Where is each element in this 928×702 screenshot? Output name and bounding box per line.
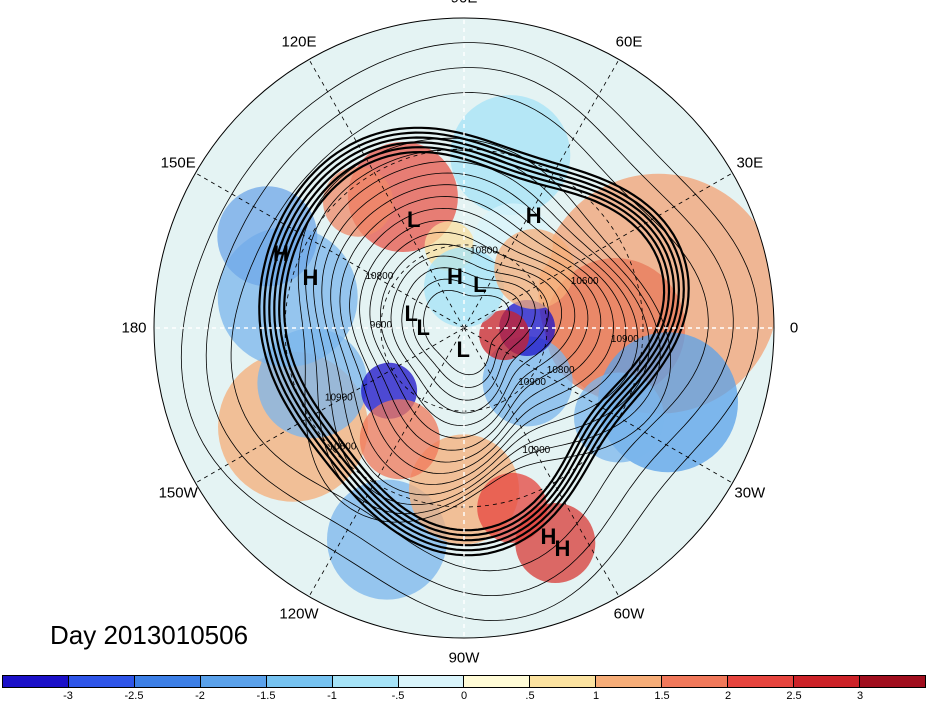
meridian-line: [195, 327, 465, 484]
colorbar-tick-label: 0: [460, 690, 468, 702]
high-pressure-marker: H: [554, 536, 571, 562]
longitude-label: 120E: [281, 33, 317, 51]
colorbar-swatch: [728, 676, 795, 687]
colorbar-swatch: [662, 676, 729, 687]
colorbar-swatch: [134, 676, 201, 687]
meridian-line: [308, 59, 465, 329]
colorbar-tick-label: -2.5: [124, 690, 144, 702]
height-contour: [401, 267, 536, 401]
contour-value-label: 10900: [611, 334, 639, 345]
longitude-label: 120W: [279, 605, 319, 623]
longitude-label: 60E: [615, 33, 643, 51]
contour-value-label: 9600: [370, 320, 393, 331]
meridian-line: [195, 172, 465, 329]
high-pressure-marker: H: [272, 241, 289, 266]
high-pressure-marker: H: [540, 523, 557, 549]
map-boundary: [153, 17, 775, 639]
colorbar-swatch: [3, 676, 69, 687]
low-pressure-marker: L: [416, 315, 430, 340]
colorbar-tick-label: .5: [525, 690, 535, 702]
longitude-label: 180: [121, 319, 147, 337]
colorbar-swatch: [68, 676, 135, 687]
figure-title: Day 2013010506: [50, 620, 249, 650]
colorbar-tick-label: 2.5: [786, 690, 802, 702]
anomaly-shade: [323, 166, 393, 237]
meridian-line: [463, 327, 620, 597]
contour-value-label: 10900: [518, 377, 546, 388]
anomaly-shade: [479, 310, 530, 361]
longitude-label: 150E: [160, 154, 196, 172]
longitude-label: 150W: [158, 484, 198, 502]
high-pressure-marker: H: [447, 263, 463, 289]
colorbar-tick-label: -.5: [391, 690, 405, 702]
colorbar-tick-label: -1: [327, 690, 337, 702]
contour-value-label: 10800: [365, 271, 393, 282]
longitude-label: 90W: [448, 649, 480, 667]
contour-value-label: 10600: [571, 276, 599, 287]
colorbar-tick-label: 2: [724, 690, 732, 702]
colorbar-swatch: [859, 676, 925, 687]
longitude-label: 30E: [736, 154, 764, 172]
high-pressure-marker: H: [302, 265, 319, 291]
colorbar-swatch: [530, 676, 597, 687]
meridian-line: [463, 59, 620, 329]
colorbar-swatch: [200, 676, 267, 687]
colorbar-swatch: [398, 676, 465, 687]
contour-value-label: 10800: [547, 365, 575, 376]
longitude-label: 90E: [451, 0, 478, 7]
longitude-label: 0: [789, 319, 799, 337]
low-pressure-marker: L: [406, 207, 421, 233]
colorbar-swatch: [332, 676, 399, 687]
low-pressure-marker: L: [404, 300, 418, 326]
colorbar-tick-label: 1: [592, 690, 600, 702]
colorbar-swatch: [266, 676, 333, 687]
low-pressure-marker: L: [473, 271, 487, 297]
longitude-label: 60W: [613, 605, 645, 623]
colorbar-tick-label: -1.5: [256, 690, 276, 702]
colorbar-swatch: [596, 676, 663, 687]
meridian-line: [463, 172, 733, 329]
contour-value-label: 10800: [329, 442, 357, 453]
anomaly-shade: [494, 229, 575, 309]
colorbar-tick-label: 3: [856, 690, 864, 702]
contour-value-label: 10900: [325, 392, 353, 403]
colorbar-tick-label: 1.5: [654, 690, 670, 702]
colorbar: [2, 675, 926, 688]
contour-value-label: 10800: [470, 245, 498, 256]
height-contour: [359, 220, 589, 451]
low-pressure-marker: L: [456, 336, 470, 362]
colorbar-tick-label: -3: [63, 690, 73, 702]
colorbar-swatch: [464, 676, 531, 687]
colorbar-swatch: [794, 676, 860, 687]
meridian-line: [463, 327, 733, 484]
high-pressure-marker: H: [525, 203, 542, 229]
meridian-line: [308, 327, 465, 597]
contour-value-label: 10900: [522, 445, 550, 456]
colorbar-tick-label: -2: [195, 690, 205, 702]
longitude-label: 30W: [734, 484, 766, 502]
